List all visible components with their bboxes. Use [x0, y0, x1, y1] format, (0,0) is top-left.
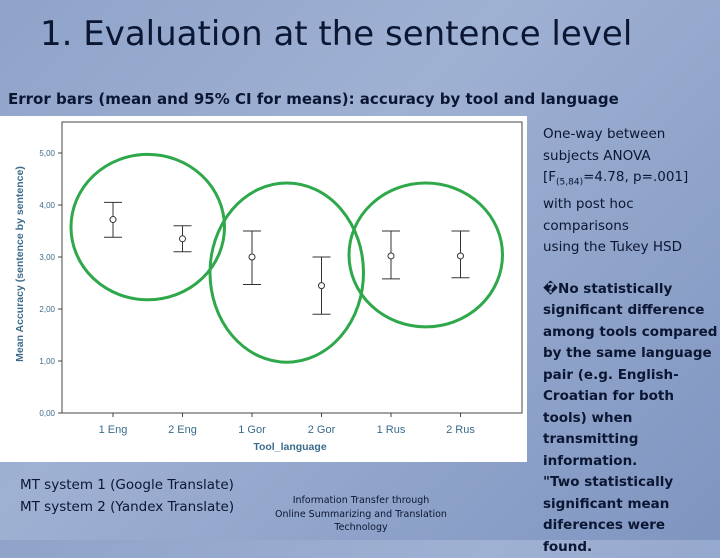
anova-stat-values: =4.78, p=.001]: [583, 169, 689, 185]
anova-statistic: [F(5,84)=4.78, p=.001]: [543, 167, 718, 194]
y-axis-label: Mean Accuracy (sentence by sentence): [14, 166, 26, 362]
mt-system-legend: MT system 1 (Google Translate) MT system…: [20, 474, 234, 518]
anova-stat-df: (5,84): [556, 177, 584, 188]
mean-point: [387, 252, 395, 260]
slide-subtitle: Error bars (mean and 95% CI for means): …: [8, 90, 619, 108]
x-tick-label: 2 Eng: [168, 424, 197, 436]
footer-line-2: Online Summarizing and Translation: [275, 508, 447, 520]
x-axis-label: Tool_language: [253, 441, 326, 453]
mt-system-1: MT system 1 (Google Translate): [20, 477, 234, 493]
mean-point: [248, 253, 256, 261]
x-tick-label: 2 Rus: [446, 424, 475, 436]
anova-stat-prefix: [F: [543, 169, 557, 185]
y-tick-label: 2,00: [39, 305, 55, 314]
footer-caption: Information Transfer through Online Summ…: [268, 494, 454, 535]
finding-two-differences: "Two statistically significant mean dife…: [543, 474, 674, 555]
anova-line-1: One-way between: [543, 126, 666, 142]
y-tick-label: 0,00: [39, 409, 55, 418]
error-bar-chart-panel: 0,00 1,00 2,00 3,00 4,00 5,00 1 Eng 2 Eng 1 Gor…: [0, 116, 527, 462]
analysis-notes: One-way between subjects ANOVA [F(5,84)=…: [543, 124, 718, 558]
x-tick-label: 1 Rus: [377, 424, 406, 436]
y-tick-label: 5,00: [39, 149, 55, 158]
y-tick-label: 3,00: [39, 253, 55, 262]
mean-point: [179, 235, 186, 243]
group-highlight-circle: [347, 181, 504, 329]
group-highlight-circle: [208, 181, 365, 364]
x-tick-label: 1 Eng: [99, 424, 128, 436]
footer-line-3: Technology: [334, 522, 388, 533]
anova-line-2: subjects ANOVA: [543, 147, 651, 164]
anova-description: One-way between subjects ANOVA [F(5,84)=…: [543, 124, 718, 259]
y-tick-label: 4,00: [39, 201, 55, 210]
error-bar-chart: 0,00 1,00 2,00 3,00 4,00 5,00 1 Eng 2 Eng 1 Gor…: [14, 121, 523, 453]
mean-point: [318, 282, 325, 290]
finding-no-difference: �No statistically significant difference…: [543, 280, 718, 469]
mt-system-2: MT system 2 (Yandex Translate): [20, 499, 235, 515]
x-tick-label: 1 Gor: [238, 424, 266, 436]
mean-point: [457, 252, 464, 260]
anova-line-5: comparisons: [543, 217, 629, 234]
anova-line-4: with post hoc: [543, 196, 634, 213]
plot-frame: [61, 121, 523, 414]
y-tick-label: 1,00: [39, 357, 55, 366]
anova-line-6: using the Tukey HSD: [543, 239, 682, 256]
mean-point: [109, 216, 117, 224]
x-tick-label: 2 Gor: [308, 424, 336, 436]
slide-title: 1. Evaluation at the sentence level: [40, 14, 633, 54]
group-highlight-circle: [69, 152, 226, 302]
footer-line-1: Information Transfer through: [292, 495, 430, 506]
findings: �No statistically significant difference…: [543, 279, 718, 558]
